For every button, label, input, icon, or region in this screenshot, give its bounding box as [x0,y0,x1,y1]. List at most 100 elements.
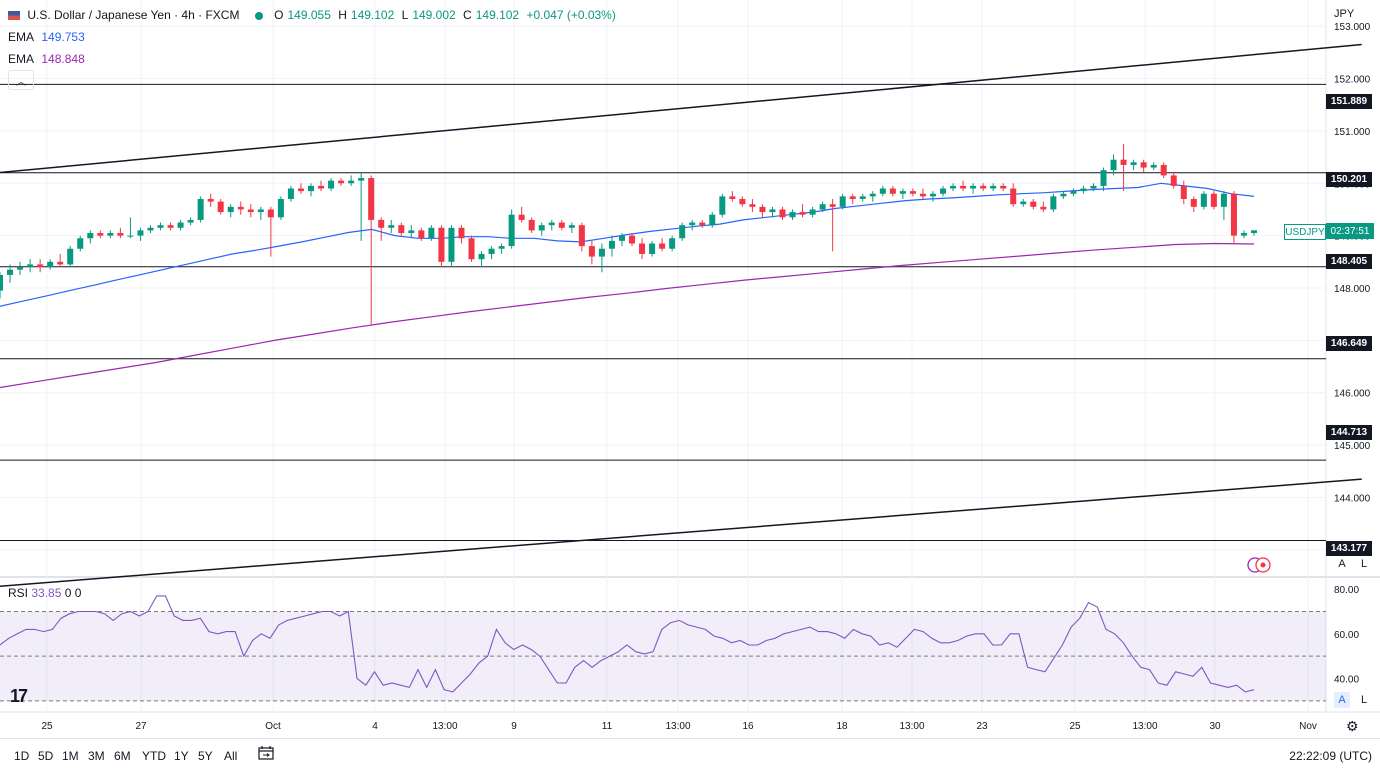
range-button-1d[interactable]: 1D [14,749,30,763]
candle [608,235,615,257]
time-tick-label: 25 [41,721,53,732]
symbol-legend: U.S. Dollar / Japanese Yen · 4h · FXCM O… [8,8,620,22]
candle-body [749,204,756,207]
candle-body [468,238,475,260]
candle [7,264,14,283]
candle-body [7,269,14,275]
candle-body [418,230,425,239]
candle-body [799,212,806,215]
time-tick-label: 13:00 [432,721,457,732]
rsi-extra-2: 0 [74,586,82,600]
candle-body [107,233,114,236]
candle-body [940,188,947,194]
candle-body [548,222,555,226]
log-scale-button[interactable]: L [1360,558,1368,570]
candle-body [699,222,706,226]
price-tick-label: 152.000 [1334,75,1371,86]
candle-body [488,248,495,254]
range-button-all[interactable]: All [224,749,238,763]
candle [1170,172,1177,189]
candle-body [689,222,696,226]
ticker-label: USDJPY [1284,224,1326,240]
candle-body [649,243,656,254]
tradingview-logo[interactable]: 17 [10,686,28,706]
utc-clock[interactable]: 22:22:09 (UTC) [1289,749,1372,763]
candle-body [197,198,204,220]
candle [689,219,696,231]
candle [859,193,866,202]
range-button-3m[interactable]: 3M [88,749,105,763]
rsi-log-scale-button[interactable]: L [1360,694,1368,706]
candle-body [97,233,104,236]
candle-body [1000,185,1007,189]
candle [488,246,495,260]
calendar-range-icon[interactable] [258,746,274,760]
time-tick-label: 30 [1209,721,1221,732]
range-button-6m[interactable]: 6M [114,749,131,763]
candle-body [558,222,565,228]
candle [729,191,736,202]
candle-body [398,225,405,234]
candle [618,233,625,247]
candle-body [187,219,194,223]
price-tick-label: 144.000 [1334,493,1371,504]
candle [247,204,254,218]
price-tick-label: 153.000 [1334,22,1371,33]
currency-selector[interactable]: JPY [1334,8,1355,20]
range-button-1m[interactable]: 1M [62,749,79,763]
candle [940,185,947,197]
candle-body [207,198,214,202]
candle [929,191,936,202]
candle-body [659,243,666,249]
symbol-title[interactable]: U.S. Dollar / Japanese Yen · 4h · FXCM [27,8,240,22]
candle-body [1140,162,1147,168]
candle-body [307,185,314,192]
ema-slow-legend[interactable]: EMA 148.848 [8,52,89,66]
candle [1050,193,1057,213]
level-badge-5: 144.713 [1326,425,1372,440]
range-button-5y[interactable]: 5Y [198,749,213,763]
rsi-legend[interactable]: RSI 33.85 0 0 [8,586,81,600]
candle [1251,230,1257,236]
range-button-5d[interactable]: 5D [38,749,54,763]
candle [67,246,74,268]
level-badge-3: 148.405 [1326,254,1372,269]
time-tick-label: 27 [135,721,147,732]
rsi-line [0,595,1255,693]
range-button-1y[interactable]: 1Y [174,749,189,763]
candle-body [1120,159,1127,165]
candle-body [227,206,234,213]
candle [919,188,926,199]
rsi-auto-scale-button[interactable]: A [1334,692,1350,708]
range-button-ytd[interactable]: YTD [142,749,166,763]
alert-circles-icon[interactable] [1246,556,1272,574]
candle-body [508,214,515,247]
candle [107,230,114,239]
candle-body [578,225,585,247]
candle [0,272,3,299]
high-value: 149.102 [350,8,395,22]
price-chart[interactable]: 153.000152.000151.000150.000149.000148.0… [0,0,1380,738]
candle-body [789,212,796,218]
candle-body [247,209,254,213]
candle [1070,188,1077,197]
candle [37,259,44,273]
candle-body [1220,193,1227,207]
candle [649,240,656,257]
candle [1040,201,1047,213]
gear-icon[interactable]: ⚙ [1346,718,1359,734]
collapse-legend-button[interactable]: ︿ [8,70,34,90]
change-value: +0.047 (+0.03%) [526,8,616,22]
candle-body [1020,201,1027,205]
auto-scale-button[interactable]: A [1338,558,1346,570]
ema-fast-line [0,182,1255,307]
candle [799,204,806,218]
candle [598,243,605,273]
level-badge-2: 150.201 [1326,172,1372,187]
candle-body [769,209,776,213]
candle [468,235,475,262]
candle-body [378,219,385,228]
candle [950,183,957,192]
candle-body [157,225,164,228]
ema-fast-legend[interactable]: EMA 149.753 [8,30,89,44]
